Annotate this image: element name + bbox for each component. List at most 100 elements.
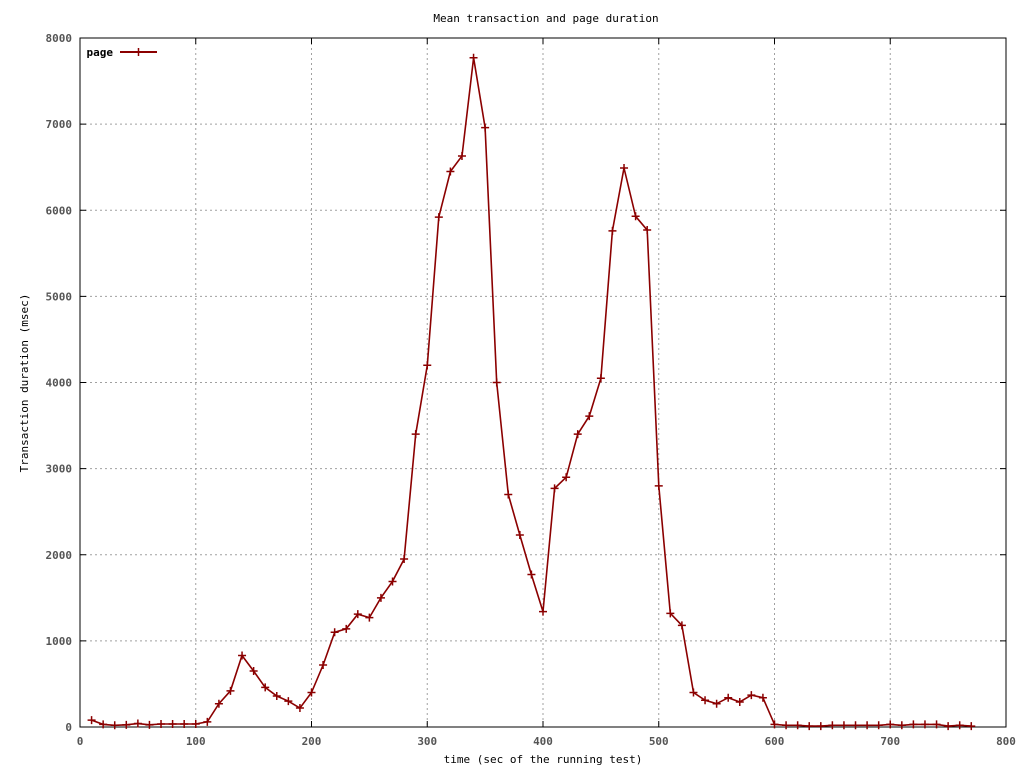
x-axis-ticks: 0 100 200 300 400 500 600 700 800: [77, 38, 1016, 748]
data-point: [816, 722, 825, 731]
data-point: [249, 667, 258, 676]
data-point: [573, 430, 582, 439]
series-layer: [87, 53, 976, 731]
data-point: [828, 721, 837, 730]
data-point: [747, 691, 756, 700]
data-point: [920, 720, 929, 729]
data-point: [677, 621, 686, 630]
data-point: [874, 721, 883, 730]
data-point: [319, 660, 328, 669]
data-point: [620, 164, 629, 173]
data-point: [87, 716, 96, 725]
data-point: [353, 610, 362, 619]
data-point: [400, 555, 409, 564]
legend-marker-page: [134, 48, 143, 56]
data-point: [272, 691, 281, 700]
data-point: [457, 151, 466, 160]
data-point: [99, 720, 108, 729]
data-point: [550, 484, 559, 493]
data-point: [157, 719, 166, 728]
data-point: [585, 412, 594, 421]
data-point: [758, 693, 767, 702]
x-tick-label: 700: [880, 735, 900, 748]
y-axis-ticks: 0 1000 2000 3000 4000 5000 6000 7000 8000: [46, 32, 1006, 734]
data-point: [330, 628, 339, 637]
data-point: [515, 530, 524, 539]
data-point: [562, 473, 571, 482]
data-point: [851, 721, 860, 730]
data-point: [226, 686, 235, 695]
y-axis-label: Transaction duration (msec): [18, 294, 31, 473]
data-point: [724, 693, 733, 702]
data-point: [539, 607, 547, 616]
data-point: [238, 651, 247, 660]
data-point: [955, 721, 964, 730]
y-tick-label: 1000: [46, 635, 73, 648]
data-point: [214, 699, 223, 708]
data-point: [897, 721, 906, 730]
data-point: [782, 721, 791, 730]
data-point: [295, 704, 304, 713]
x-tick-label: 800: [996, 735, 1016, 748]
data-point: [434, 213, 443, 222]
data-point: [666, 609, 675, 618]
data-point: [654, 481, 663, 490]
data-point: [168, 719, 177, 728]
data-point: [492, 378, 501, 387]
grid-lines: [80, 38, 1006, 727]
data-point: [388, 577, 397, 586]
y-tick-label: 2000: [46, 549, 73, 562]
data-point: [284, 697, 293, 706]
data-point: [481, 123, 490, 132]
data-point: [527, 570, 536, 579]
data-point: [596, 374, 605, 383]
data-point: [805, 722, 814, 731]
data-point: [839, 721, 848, 730]
x-axis-label: time (sec of the running test): [444, 753, 643, 766]
data-point: [376, 593, 385, 602]
data-point: [203, 717, 212, 726]
data-point: [191, 719, 200, 728]
legend: page: [87, 46, 157, 59]
x-tick-label: 300: [417, 735, 437, 748]
x-tick-label: 0: [77, 735, 84, 748]
data-point: [110, 721, 119, 730]
y-tick-label: 3000: [46, 463, 73, 476]
data-point: [909, 720, 918, 729]
data-point: [446, 167, 455, 176]
data-point: [122, 720, 131, 729]
x-tick-label: 200: [302, 735, 322, 748]
data-point: [735, 698, 744, 707]
data-point: [932, 720, 941, 729]
y-tick-label: 8000: [46, 32, 73, 45]
x-tick-label: 500: [649, 735, 669, 748]
x-tick-label: 100: [186, 735, 206, 748]
series-line-page: [91, 57, 972, 727]
y-tick-label: 7000: [46, 118, 73, 131]
data-point: [365, 613, 374, 622]
y-tick-label: 0: [65, 721, 72, 734]
data-point: [133, 719, 142, 728]
data-point: [944, 722, 953, 731]
data-point: [307, 688, 316, 697]
data-point: [180, 719, 189, 728]
data-point: [469, 53, 478, 62]
data-point: [886, 720, 895, 729]
data-point: [145, 720, 154, 729]
y-tick-label: 5000: [46, 290, 73, 303]
x-tick-label: 600: [765, 735, 785, 748]
data-point: [863, 721, 872, 730]
data-point: [261, 683, 270, 692]
data-point: [770, 720, 779, 729]
y-tick-label: 6000: [46, 204, 73, 217]
data-point: [689, 688, 698, 697]
data-point: [411, 430, 420, 439]
data-point: [342, 624, 351, 633]
data-point: [631, 212, 640, 221]
data-point: [608, 226, 617, 235]
legend-label-page: page: [87, 46, 114, 59]
x-tick-label: 400: [533, 735, 553, 748]
data-point: [793, 721, 802, 730]
chart-title: Mean transaction and page duration: [433, 12, 658, 25]
